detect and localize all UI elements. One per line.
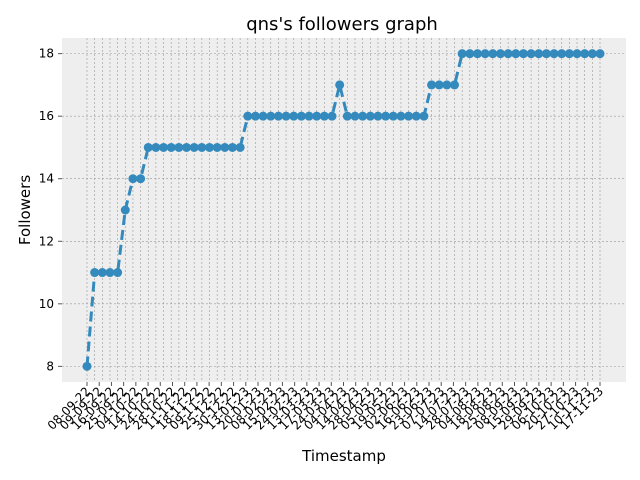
data-point xyxy=(182,142,192,152)
data-point xyxy=(511,49,521,59)
data-point xyxy=(388,111,398,121)
data-point xyxy=(258,111,268,121)
data-point xyxy=(105,268,115,278)
y-axis-label: Followers xyxy=(16,175,34,245)
grid-lines xyxy=(62,38,626,382)
data-point xyxy=(518,49,528,59)
data-point xyxy=(159,142,169,152)
data-point xyxy=(381,111,391,121)
data-point xyxy=(212,142,222,152)
data-point xyxy=(151,142,161,152)
data-point xyxy=(472,49,482,59)
data-point xyxy=(480,49,490,59)
data-point xyxy=(235,142,245,152)
data-point xyxy=(273,111,283,121)
data-point xyxy=(564,49,574,59)
data-point xyxy=(503,49,513,59)
data-point xyxy=(419,111,429,121)
data-point xyxy=(365,111,375,121)
data-point xyxy=(358,111,368,121)
data-point xyxy=(120,205,130,215)
data-point xyxy=(350,111,360,121)
data-point xyxy=(197,142,207,152)
data-point xyxy=(580,49,590,59)
data-point xyxy=(243,111,253,121)
data-point xyxy=(427,80,437,90)
data-point xyxy=(488,49,498,59)
data-point xyxy=(304,111,314,121)
y-tick-label: 10 xyxy=(39,297,54,311)
data-point xyxy=(450,80,460,90)
data-point xyxy=(189,142,199,152)
data-point xyxy=(404,111,414,121)
data-point xyxy=(557,49,567,59)
data-point xyxy=(411,111,421,121)
data-point xyxy=(136,174,146,184)
data-point xyxy=(396,111,406,121)
data-point xyxy=(342,111,352,121)
data-point xyxy=(319,111,329,121)
data-point xyxy=(266,111,276,121)
data-point xyxy=(250,111,260,121)
y-tick-label: 14 xyxy=(39,172,54,186)
data-points xyxy=(82,49,605,371)
data-point xyxy=(82,361,92,371)
y-tick-label: 16 xyxy=(39,109,54,123)
data-point xyxy=(143,142,153,152)
data-point xyxy=(97,268,107,278)
data-point xyxy=(327,111,337,121)
data-point xyxy=(572,49,582,59)
data-point xyxy=(289,111,299,121)
data-point xyxy=(541,49,551,59)
data-point xyxy=(220,142,230,152)
data-point xyxy=(90,268,100,278)
data-point xyxy=(335,80,345,90)
data-point xyxy=(174,142,184,152)
data-point xyxy=(534,49,544,59)
data-point xyxy=(587,49,597,59)
data-point xyxy=(128,174,138,184)
y-axis-ticks: 8 10 12 14 16 18 xyxy=(39,47,62,373)
data-point xyxy=(281,111,291,121)
y-tick-label: 12 xyxy=(39,234,54,248)
data-point xyxy=(166,142,176,152)
x-axis-ticks: 08-09-2209-09-2216-09-2225-09-2204-10-22… xyxy=(45,382,606,433)
data-point xyxy=(465,49,475,59)
data-point xyxy=(595,49,605,59)
y-tick-label: 18 xyxy=(39,47,54,61)
data-point xyxy=(227,142,237,152)
data-point xyxy=(205,142,215,152)
x-axis-label: Timestamp xyxy=(301,447,386,465)
y-tick-label: 8 xyxy=(46,359,54,373)
chart-title: qns's followers graph xyxy=(246,14,438,35)
data-point xyxy=(113,268,123,278)
data-point xyxy=(296,111,306,121)
data-point xyxy=(495,49,505,59)
data-point xyxy=(549,49,559,59)
data-point xyxy=(457,49,467,59)
data-point xyxy=(526,49,536,59)
data-point xyxy=(312,111,322,121)
data-point xyxy=(434,80,444,90)
plot-area xyxy=(62,38,626,382)
data-point xyxy=(442,80,452,90)
data-point xyxy=(373,111,383,121)
